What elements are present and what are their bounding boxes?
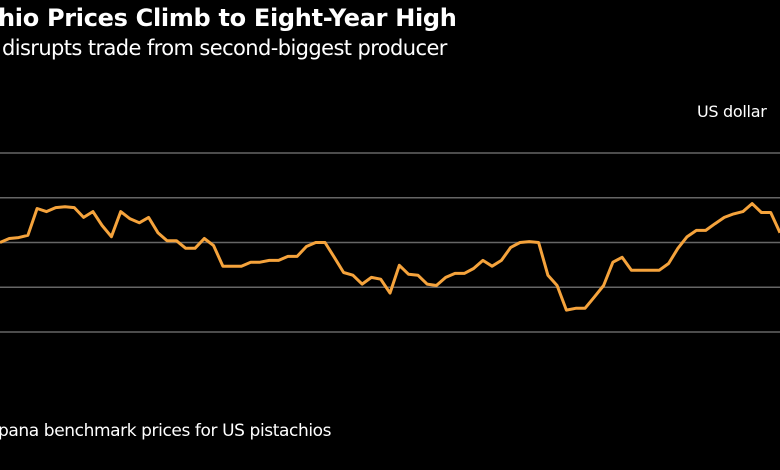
unit-label: US dollar bbox=[697, 102, 767, 121]
gridlines bbox=[0, 152, 780, 333]
series-lines bbox=[0, 202, 780, 312]
chart-subtitle: disrupts trade from second-biggest produ… bbox=[2, 36, 447, 60]
chart-title: hio Prices Climb to Eight-Year High bbox=[0, 4, 457, 32]
source-note: pana benchmark prices for US pistachios bbox=[0, 421, 332, 441]
price-series-line bbox=[0, 202, 780, 312]
